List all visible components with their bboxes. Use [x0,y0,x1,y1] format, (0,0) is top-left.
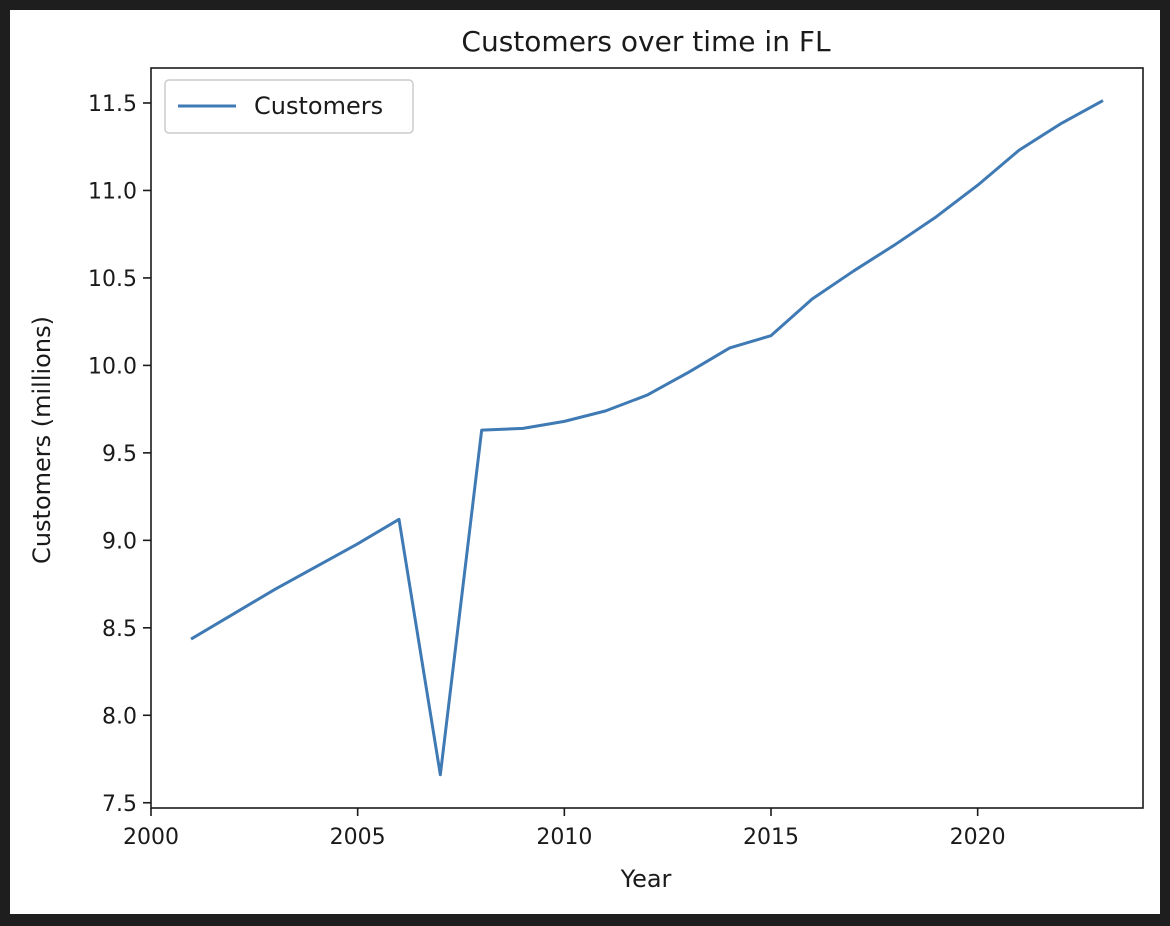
axes-frame [150,67,1144,809]
y-tick-label: 9.0 [102,529,137,554]
y-axis-label: Customers (millions) [28,316,56,564]
x-axis-label: Year [620,865,672,893]
y-tick-label: 10.5 [88,267,137,292]
x-tick-label: 2015 [743,825,799,850]
y-tick-label: 11.5 [88,92,137,117]
y-tick-label: 9.5 [102,442,137,467]
chart-title: Customers over time in FL [461,25,831,58]
y-tick-label: 7.5 [102,792,137,817]
x-tick-label: 2000 [123,825,179,850]
legend: Customers [164,79,414,134]
x-tick-label: 2020 [950,825,1006,850]
y-tick-label: 8.0 [102,704,137,729]
plot-area: 2000 2005 2010 2015 2020 7.5 8.0 8.5 9.0 9.5 10.0 1… [88,67,1144,850]
y-tick-label: 10.0 [88,354,137,379]
y-tick-label: 8.5 [102,617,137,642]
legend-box [164,79,414,134]
y-tick-label: 11.0 [88,179,137,204]
legend-label: Customers [254,92,383,120]
figure-background [10,10,1160,914]
x-tick-label: 2010 [536,825,592,850]
series-line-customers [190,99,1104,777]
x-tick-label: 2005 [330,825,386,850]
